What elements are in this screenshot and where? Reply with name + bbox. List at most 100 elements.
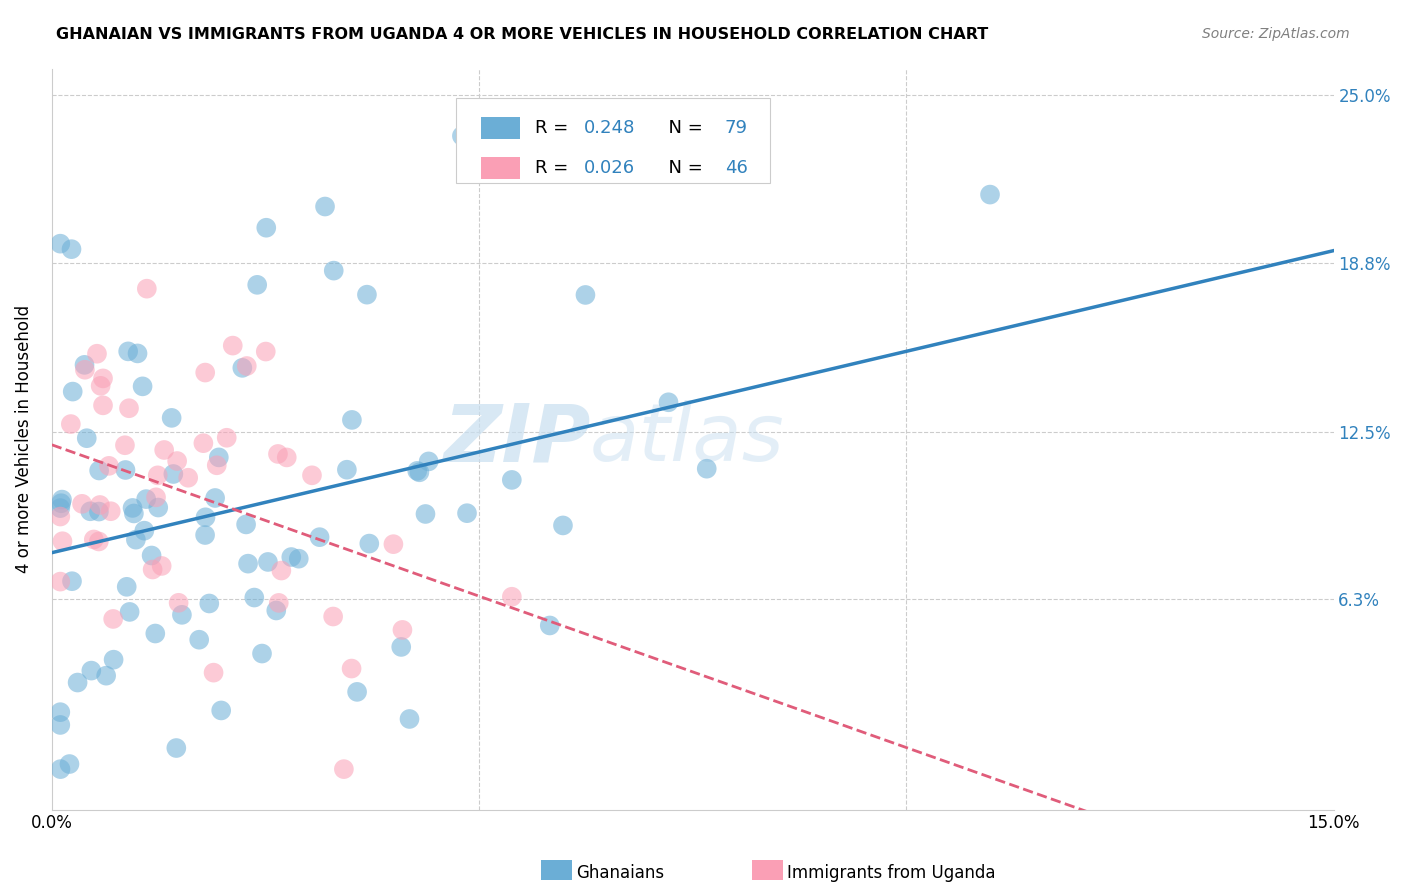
Text: GHANAIAN VS IMMIGRANTS FROM UGANDA 4 OR MORE VEHICLES IN HOUSEHOLD CORRELATION C: GHANAIAN VS IMMIGRANTS FROM UGANDA 4 OR … [56, 27, 988, 42]
Point [287, 551, 309, 566]
Text: 46: 46 [724, 159, 748, 177]
Point [193, 436, 215, 450]
Point [456, 506, 478, 520]
Point [246, 277, 269, 292]
Text: ZIP: ZIP [443, 400, 591, 478]
Text: atlas: atlas [591, 400, 785, 478]
Point [49, 705, 72, 719]
Point [167, 596, 190, 610]
Point [188, 632, 211, 647]
Text: N =: N = [657, 119, 709, 137]
Point [73, 358, 96, 372]
Point [131, 379, 153, 393]
Point [194, 528, 217, 542]
Point [160, 410, 183, 425]
FancyBboxPatch shape [481, 157, 520, 179]
Point [60, 242, 83, 256]
Text: R =: R = [534, 119, 574, 137]
Point [538, 618, 561, 632]
Point [254, 220, 277, 235]
Point [148, 500, 170, 515]
Point [406, 464, 429, 478]
Point [236, 557, 259, 571]
Point [49, 762, 72, 776]
Point [314, 200, 336, 214]
Point [696, 461, 718, 475]
Point [209, 703, 232, 717]
Point [333, 762, 356, 776]
Point [551, 518, 574, 533]
Point [118, 605, 141, 619]
Point [51, 534, 73, 549]
Point [301, 468, 323, 483]
Point [86, 347, 108, 361]
Point [101, 612, 124, 626]
Point [150, 558, 173, 573]
Point [236, 359, 259, 373]
Point [58, 757, 80, 772]
Point [267, 596, 290, 610]
Point [162, 467, 184, 481]
Point [73, 363, 96, 377]
Point [415, 507, 437, 521]
Point [165, 741, 187, 756]
Point [322, 609, 344, 624]
Point [122, 507, 145, 521]
Point [222, 338, 245, 352]
Point [198, 597, 221, 611]
Point [49, 501, 72, 516]
Point [51, 496, 73, 510]
Text: 79: 79 [724, 119, 748, 137]
Point [146, 468, 169, 483]
Point [91, 371, 114, 385]
Point [359, 536, 381, 550]
Point [231, 360, 253, 375]
Point [308, 530, 330, 544]
Point [205, 458, 228, 473]
Point [121, 500, 143, 515]
Point [87, 504, 110, 518]
Point [89, 463, 111, 477]
Point [90, 379, 112, 393]
Point [94, 668, 117, 682]
Point [340, 413, 363, 427]
Point [62, 384, 84, 399]
Point [250, 647, 273, 661]
Point [574, 288, 596, 302]
Y-axis label: 4 or more Vehicles in Household: 4 or more Vehicles in Household [15, 305, 32, 573]
Point [51, 492, 73, 507]
Point [389, 640, 412, 654]
Point [80, 664, 103, 678]
Point [408, 465, 430, 479]
Point [254, 344, 277, 359]
Point [49, 509, 72, 524]
Point [501, 473, 523, 487]
Text: Ghanaians: Ghanaians [576, 864, 665, 882]
Point [49, 718, 72, 732]
Text: Immigrants from Uganda: Immigrants from Uganda [787, 864, 995, 882]
Point [657, 395, 679, 409]
Point [117, 344, 139, 359]
Point [66, 675, 89, 690]
Text: R =: R = [534, 159, 574, 177]
Point [142, 562, 165, 576]
Point [451, 128, 474, 143]
Point [215, 431, 238, 445]
Point [127, 346, 149, 360]
Point [135, 282, 157, 296]
Point [83, 533, 105, 547]
Point [356, 287, 378, 301]
Point [202, 665, 225, 680]
Point [143, 626, 166, 640]
Point [115, 580, 138, 594]
Point [145, 491, 167, 505]
FancyBboxPatch shape [481, 117, 520, 139]
Point [264, 603, 287, 617]
Point [979, 187, 1001, 202]
Text: 0.026: 0.026 [583, 159, 634, 177]
Point [235, 517, 257, 532]
Point [91, 398, 114, 412]
Point [70, 497, 93, 511]
Point [276, 450, 298, 465]
Point [501, 590, 523, 604]
